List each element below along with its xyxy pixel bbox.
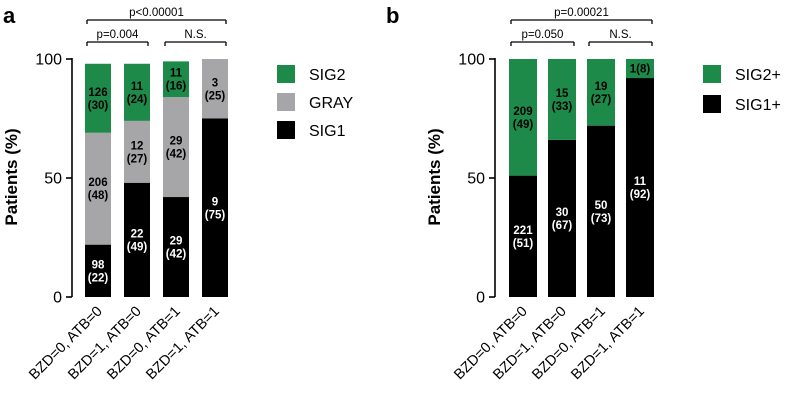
bar-data-label: (33) — [552, 101, 573, 113]
legend-swatch-gray — [277, 93, 295, 111]
legend-label: SIG2+ — [735, 67, 781, 84]
bar-data-label: 206 — [88, 177, 107, 189]
y-tick-label: 50 — [467, 171, 485, 188]
y-tick-label: 0 — [53, 290, 62, 307]
bar-data-label: (49) — [127, 241, 148, 253]
y-axis-label-b: Patients (%) — [425, 128, 444, 225]
bar-data-label: (27) — [591, 94, 612, 106]
bar-sig2-3 — [587, 59, 615, 126]
bar-data-label: (27) — [127, 153, 148, 165]
bar-data-label: (67) — [552, 220, 573, 232]
legend-swatch-sig2 — [277, 65, 295, 83]
bar-data-label: (16) — [166, 81, 187, 93]
legend-swatch-sig1 — [703, 95, 721, 113]
bar-sig1-4 — [626, 78, 654, 297]
bar-sig2-4 — [626, 59, 654, 79]
bar-data-label: 29 — [170, 236, 183, 248]
bar-data-label: (42) — [166, 249, 187, 261]
legend-swatch-sig2 — [703, 65, 721, 83]
bar-sig1-3 — [163, 197, 189, 297]
y-tick-label: 100 — [458, 52, 485, 69]
y-axis-label-a: Patients (%) — [2, 128, 21, 225]
bar-data-label: 9 — [212, 196, 218, 208]
legend-label: GRAY — [309, 95, 353, 112]
bar-sig1-4 — [202, 118, 228, 297]
y-tick-label: 50 — [44, 171, 62, 188]
bar-data-label: 50 — [595, 200, 608, 212]
y-tick-label: 100 — [35, 52, 62, 69]
legend-label: SIG1 — [309, 123, 346, 140]
bar-data-label: 209 — [513, 106, 532, 118]
p-value-label: p<0.00001 — [129, 7, 184, 19]
p-value-label: p=0.050 — [522, 29, 564, 41]
bar-gray-2 — [124, 120, 150, 183]
bar-sig1-3 — [587, 125, 615, 297]
bar-data-label: (51) — [513, 238, 534, 250]
bar-data-label: 126 — [88, 87, 107, 99]
bar-data-label: 1(8) — [630, 64, 651, 76]
bar-data-label: 11 — [170, 68, 183, 80]
bar-gray-3 — [163, 97, 189, 198]
bar-sig1-1 — [85, 244, 111, 297]
bar-data-label: (25) — [205, 90, 226, 102]
bar-data-label: (22) — [88, 272, 109, 284]
bar-data-label: 15 — [556, 88, 569, 100]
bar-data-label: 98 — [92, 259, 105, 271]
bar-data-label: 29 — [170, 136, 183, 148]
bar-sig2-1 — [509, 59, 537, 176]
p-value-label: p=0.004 — [97, 29, 139, 41]
p-value-label: N.S. — [184, 29, 206, 41]
y-tick-label: 0 — [476, 290, 485, 307]
legend-label: SIG2 — [309, 67, 346, 84]
bar-data-label: 12 — [131, 140, 144, 152]
bar-sig2-1 — [85, 63, 111, 133]
bar-data-label: (24) — [127, 94, 148, 106]
bar-gray-1 — [85, 132, 111, 245]
panel-letter-a: a — [3, 3, 16, 28]
bar-data-label: (42) — [166, 149, 187, 161]
p-value-label: N.S. — [609, 29, 631, 41]
bar-data-label: 3 — [212, 77, 218, 89]
bar-data-label: 221 — [513, 225, 533, 237]
bar-data-label: 19 — [595, 81, 608, 93]
bar-sig2-2 — [124, 63, 150, 121]
bar-data-label: (92) — [630, 189, 651, 201]
bar-gray-4 — [202, 59, 228, 119]
bar-data-label: 11 — [131, 81, 144, 93]
bar-data-label: 11 — [634, 176, 647, 188]
bar-sig2-2 — [548, 59, 576, 140]
bar-sig1-1 — [509, 175, 537, 297]
legend-swatch-sig1 — [277, 121, 295, 139]
bar-data-label: 22 — [131, 228, 144, 240]
bar-sig2-3 — [163, 61, 189, 98]
p-value-label: p=0.00021 — [554, 7, 609, 19]
bar-data-label: (75) — [205, 209, 226, 221]
bar-data-label: (73) — [591, 213, 612, 225]
bar-sig1-2 — [124, 182, 150, 297]
bar-data-label: (49) — [513, 119, 534, 131]
bar-data-label: 30 — [556, 207, 569, 219]
panel-letter-b: b — [386, 3, 399, 28]
bar-data-label: (30) — [88, 100, 109, 112]
legend-label: SIG1+ — [735, 97, 781, 114]
bar-sig1-2 — [548, 139, 576, 297]
bar-data-label: (48) — [88, 190, 109, 202]
